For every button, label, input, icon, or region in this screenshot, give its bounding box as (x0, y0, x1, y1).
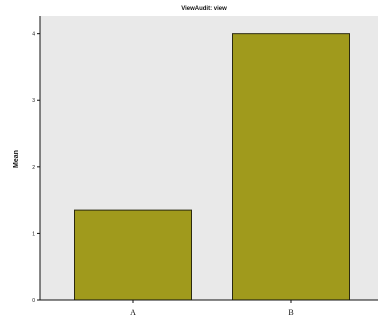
y-tick-label: 3 (32, 98, 35, 104)
chart-title: ViewAudit: view (181, 6, 227, 12)
y-axis-label: Mean (13, 150, 20, 168)
bar-b (232, 33, 350, 301)
bars (74, 33, 350, 301)
y-tick-label: 0 (32, 298, 35, 304)
y-tick-label: 2 (32, 165, 35, 171)
bar-a (74, 209, 192, 301)
x-tick-label-a: A (130, 308, 136, 317)
x-tick-label-b: B (288, 308, 293, 317)
y-tick-label: 4 (32, 32, 35, 38)
y-tick-label: 1 (32, 231, 35, 237)
y-axis: 0 1 2 3 4 (32, 16, 41, 304)
